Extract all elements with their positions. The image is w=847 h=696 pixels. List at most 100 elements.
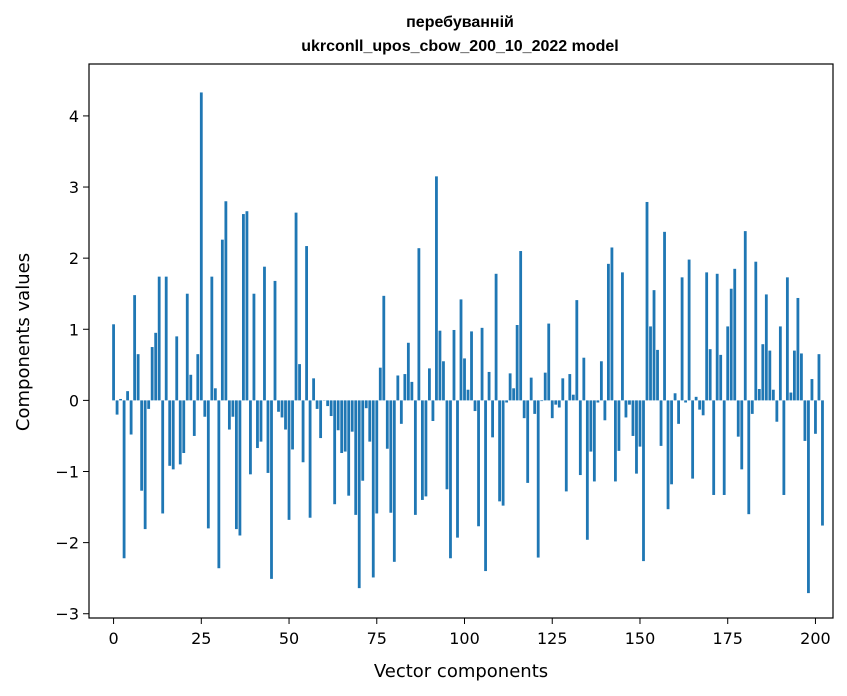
bar-0 — [112, 324, 115, 401]
bar-157 — [663, 231, 666, 401]
bar-187 — [768, 350, 772, 401]
bar-64 — [336, 400, 340, 431]
bar-9 — [143, 400, 147, 530]
bar-43 — [263, 266, 266, 401]
bar-154 — [652, 290, 656, 401]
bar-42 — [259, 400, 263, 442]
bar-109 — [494, 273, 498, 401]
bar-149 — [635, 400, 638, 474]
bar-188 — [771, 389, 775, 401]
bar-197 — [803, 400, 807, 441]
bar-132 — [575, 300, 579, 401]
bar-75 — [375, 400, 379, 514]
bar-12 — [154, 332, 158, 401]
bar-46 — [273, 280, 277, 401]
bar-23 — [192, 400, 196, 436]
bar-55 — [305, 246, 308, 401]
bar-156 — [659, 400, 663, 446]
bar-30 — [217, 400, 221, 569]
bar-5 — [129, 400, 133, 435]
bar-79 — [389, 400, 393, 513]
x-tick-label: 75 — [367, 629, 387, 648]
plot-frame — [88, 63, 834, 619]
bar-73 — [368, 400, 372, 442]
bar-3 — [122, 400, 126, 559]
x-tick-label: 100 — [449, 629, 480, 648]
bar-123 — [543, 372, 547, 401]
bar-35 — [234, 400, 238, 530]
bar-68 — [350, 400, 354, 432]
bar-27 — [206, 400, 210, 529]
bar-124 — [547, 323, 551, 401]
bar-145 — [621, 272, 624, 401]
bar-155 — [656, 349, 659, 401]
bar-14 — [161, 400, 165, 514]
bar-26 — [203, 400, 207, 417]
bar-16 — [168, 400, 172, 466]
bar-150 — [638, 400, 642, 447]
bar-168 — [701, 400, 705, 416]
bar-40 — [252, 293, 256, 401]
bar-183 — [754, 261, 758, 401]
x-tick-label: 50 — [279, 629, 299, 648]
x-axis-label: Vector components — [374, 661, 548, 682]
bar-193 — [789, 392, 793, 401]
bar-83 — [403, 374, 407, 401]
bar-181 — [747, 400, 751, 515]
chart-title: перебуванній — [406, 14, 514, 31]
bar-178 — [736, 400, 740, 437]
bar-77 — [382, 295, 386, 401]
bar-91 — [431, 400, 435, 421]
bar-8 — [140, 400, 144, 491]
bar-106 — [484, 400, 487, 572]
bar-173 — [719, 354, 723, 401]
y-tick-label: 0 — [69, 391, 79, 410]
bar-80 — [392, 400, 396, 562]
bar-138 — [596, 400, 600, 403]
bar-39 — [249, 400, 252, 475]
y-tick-label: 2 — [69, 249, 79, 268]
bar-74 — [371, 400, 375, 578]
bar-198 — [807, 400, 810, 594]
bar-50 — [287, 400, 291, 520]
bar-6 — [133, 295, 137, 401]
bar-167 — [698, 400, 702, 410]
bar-117 — [522, 400, 526, 419]
chart-subtitle: ukrconll_upos_cbow_200_10_2022 model — [301, 38, 618, 55]
bar-104 — [477, 400, 480, 527]
bar-108 — [491, 400, 494, 438]
bar-140 — [603, 400, 607, 421]
bar-127 — [557, 400, 561, 408]
bar-52 — [294, 212, 298, 401]
bar-136 — [589, 400, 593, 452]
bar-28 — [210, 276, 214, 401]
bar-105 — [480, 327, 484, 401]
bar-44 — [266, 400, 270, 473]
bar-111 — [501, 400, 505, 506]
bar-72 — [364, 400, 368, 409]
bar-119 — [529, 377, 533, 401]
bar-71 — [361, 400, 365, 481]
bar-146 — [624, 400, 628, 418]
bar-116 — [519, 251, 523, 401]
y-tick-label: −3 — [55, 605, 79, 624]
bar-49 — [284, 400, 287, 430]
bar-144 — [617, 400, 621, 451]
y-tick-label: −2 — [55, 534, 79, 553]
bar-172 — [715, 273, 719, 401]
bar-128 — [561, 378, 565, 401]
bar-89 — [424, 400, 428, 497]
y-axis-label: Components values — [13, 253, 34, 431]
bar-137 — [592, 400, 596, 482]
bar-100 — [463, 358, 466, 401]
bar-15 — [164, 276, 168, 401]
bar-7 — [136, 354, 140, 401]
bar-96 — [449, 400, 452, 559]
bar-112 — [505, 400, 509, 403]
x-tick-label: 0 — [108, 629, 118, 648]
bar-82 — [399, 400, 403, 424]
bar-10 — [147, 400, 151, 409]
bar-169 — [705, 272, 709, 401]
bar-122 — [540, 400, 544, 402]
bar-174 — [722, 400, 726, 495]
